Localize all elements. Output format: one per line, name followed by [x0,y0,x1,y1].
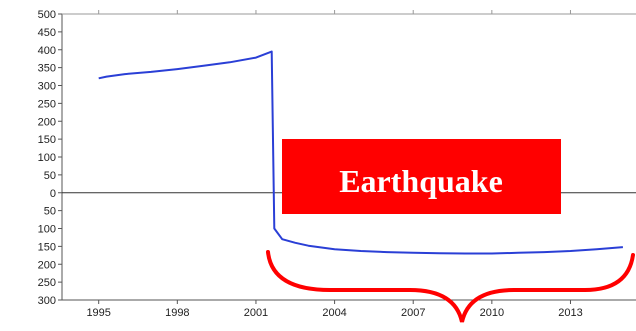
earthquake-label: Earthquake [339,163,503,199]
x-tick-label: 2001 [244,307,268,319]
y-tick-label: 200 [38,116,56,128]
y-tick-label: 100 [38,152,56,164]
x-tick-label: 1998 [165,307,189,319]
y-tick-label: 200 [38,259,56,271]
y-tick-label: 50 [44,170,56,182]
x-tick-label: 2004 [322,307,346,319]
y-tick-label: 500 [38,9,56,21]
earthquake-annotation: Earthquake [266,139,635,323]
earthquake-brace [266,250,635,323]
y-tick-label: 300 [38,81,56,93]
y-tick-label: 300 [38,295,56,307]
y-tick-label: 250 [38,277,56,289]
y-tick-label: 450 [38,27,56,39]
x-tick-label: 1995 [86,307,110,319]
y-tick-label: 0 [50,188,56,200]
y-tick-label: 150 [38,134,56,146]
series-line [98,50,623,255]
series-layer [98,50,623,255]
x-tick-label: 2013 [558,307,582,319]
y-tick-label: 100 [38,224,56,236]
y-tick-label: 400 [38,45,56,57]
y-tick-label: 250 [38,98,56,110]
y-tick-label: 350 [38,63,56,75]
earthquake-label-box [282,139,561,214]
axes: 5004504003503002502001501005005010015020… [38,9,636,319]
y-tick-label: 150 [38,241,56,253]
x-tick-label: 2010 [480,307,504,319]
x-tick-label: 2007 [401,307,425,319]
y-tick-label: 50 [44,206,56,218]
